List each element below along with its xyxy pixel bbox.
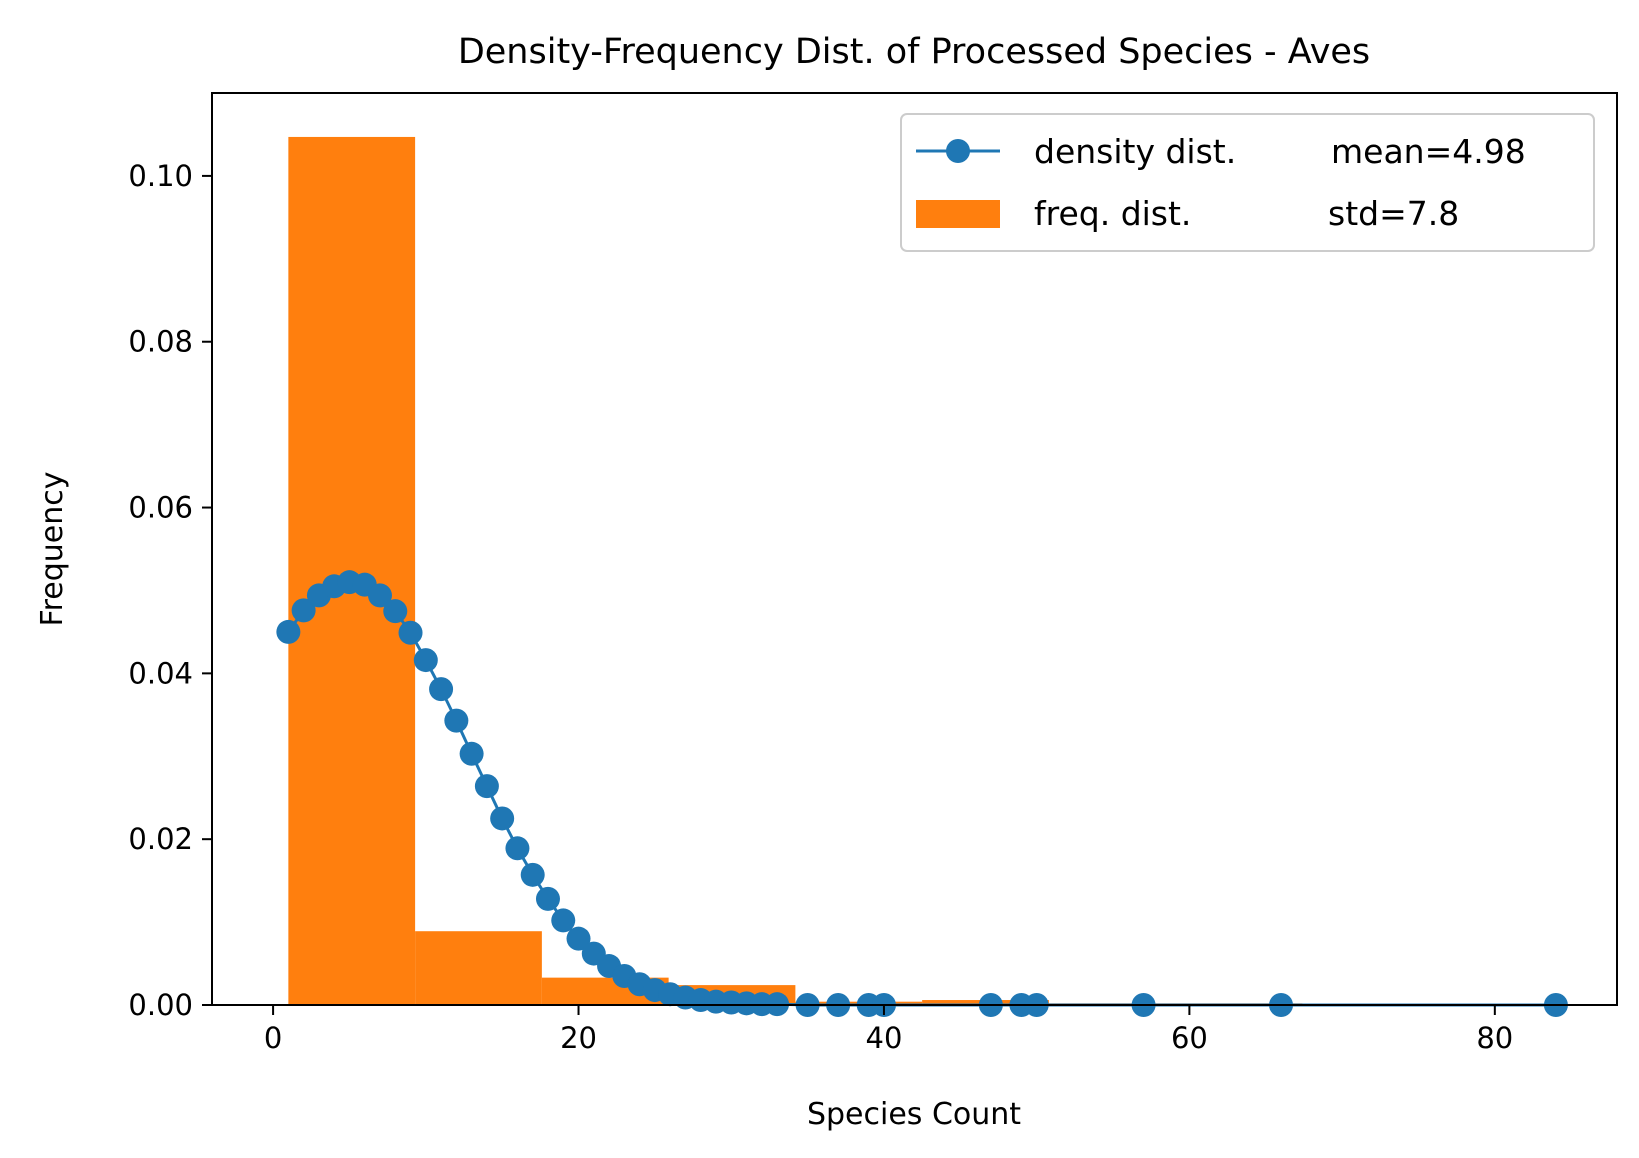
y-tick-label: 0.04 [128, 656, 193, 690]
density-point-16 [505, 836, 530, 861]
chart-title: Density-Frequency Dist. of Processed Spe… [458, 32, 1370, 72]
density-points [276, 570, 1568, 1017]
y-tick-label: 0.02 [128, 822, 193, 856]
legend-freq-label: freq. dist. [1034, 194, 1191, 233]
y-tick-label: 0.00 [128, 988, 193, 1022]
legend-density-stat: mean=4.98 [1331, 132, 1526, 171]
density-point-8 [383, 599, 408, 624]
x-tick-label: 20 [560, 1021, 597, 1055]
legend: density dist. mean=4.98 freq. dist. std=… [900, 113, 1595, 252]
density-point-7 [367, 583, 392, 608]
density-point-10 [413, 648, 438, 673]
legend-density-marker [946, 139, 970, 163]
legend-box [900, 113, 1595, 252]
density-point-9 [398, 620, 423, 645]
y-axis-label: Frequency [35, 472, 70, 627]
y-tick-label: 0.06 [128, 491, 193, 525]
legend-density-label: density dist. [1034, 132, 1236, 171]
density-point-19 [551, 908, 576, 933]
density-point-15 [490, 806, 515, 831]
density-point-2 [291, 598, 316, 623]
y-tick-label: 0.08 [128, 325, 193, 359]
density-point-20 [566, 926, 591, 951]
plot-frame [211, 92, 1618, 1006]
density-point-12 [444, 708, 469, 733]
legend-freq-stat: std=7.8 [1328, 194, 1459, 233]
density-point-14 [474, 774, 499, 799]
histogram-bar-2 [415, 931, 542, 1005]
y-axis-ticks: 0.00 0.02 0.04 0.06 0.08 0.10 [128, 159, 212, 1022]
x-tick-label: 80 [1476, 1021, 1513, 1055]
density-point-17 [520, 862, 545, 887]
density-point-13 [459, 741, 484, 766]
x-tick-label: 0 [264, 1021, 282, 1055]
x-axis-ticks: 0 20 40 60 80 [264, 1005, 1513, 1055]
y-tick-label: 0.10 [128, 159, 193, 193]
legend-freq-swatch [916, 200, 1000, 228]
density-point-1 [276, 619, 301, 644]
x-tick-label: 40 [866, 1021, 903, 1055]
x-axis-label: Species Count [807, 1097, 1021, 1132]
density-point-18 [535, 886, 560, 911]
density-point-11 [429, 677, 454, 702]
x-tick-label: 60 [1171, 1021, 1208, 1055]
